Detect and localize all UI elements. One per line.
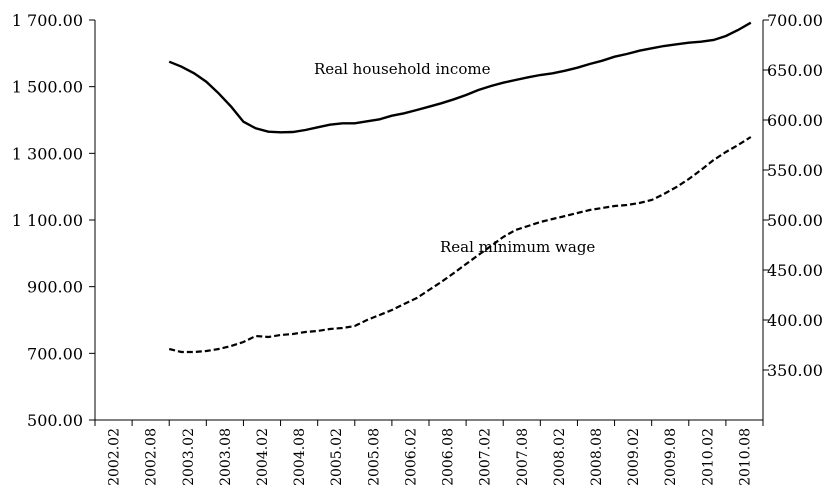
x-tick-label: 2003.08 [218,428,234,486]
left-tick-label: 1 100.00 [12,211,83,230]
x-tick-label: 2005.02 [329,428,345,486]
left-tick-label: 1 300.00 [12,144,83,163]
right-tick-label: 500.00 [767,211,823,230]
left-tick-label: 900.00 [27,278,83,297]
left-tick-label: 1 700.00 [12,11,83,30]
left-tick-label: 700.00 [27,344,83,363]
x-tick-label: 2009.08 [663,428,679,486]
x-tick-label: 2004.02 [255,428,271,486]
left-y-axis: 500.00 700.00 900.00 1 100.00 1 300.00 1 500.… [12,11,96,430]
x-tick-label: 2008.02 [552,428,568,486]
x-axis: 2002.02 2002.08 2003.02 2003.08 2004.02 2004.… [94,419,764,486]
right-tick-label: 650.00 [767,61,823,80]
series-layer [168,21,752,354]
right-tick-label: 350.00 [767,361,823,380]
x-tick-label: 2006.02 [403,428,419,486]
x-tick-label: 2010.02 [700,428,716,486]
series-line-real-household-income [168,21,752,134]
x-tick-label: 2003.02 [181,428,197,486]
x-tick-label: 2007.02 [478,428,494,486]
series-line-real-minimum-wage [168,136,752,354]
left-tick-label: 1 500.00 [12,78,83,97]
right-tick-label: 550.00 [767,161,823,180]
series-label-real-household-income: Real household income [314,60,491,78]
x-tick-label: 2004.08 [292,428,308,486]
left-tick-label: 500.00 [27,411,83,430]
x-tick-label: 2010.08 [737,428,753,486]
x-tick-label: 2009.02 [626,428,642,486]
right-tick-label: 700.00 [767,11,823,30]
right-tick-label: 600.00 [767,111,823,130]
right-tick-label: 400.00 [767,311,823,330]
right-y-axis: 350.00 400.00 450.00 500.00 550.00 600.00 650.… [762,11,823,420]
x-tick-label: 2002.02 [107,428,123,486]
x-tick-label: 2007.08 [515,428,531,486]
right-tick-label: 450.00 [767,261,823,280]
x-tick-label: 2002.08 [144,428,160,486]
x-tick-label: 2006.08 [441,428,457,486]
x-tick-label: 2005.08 [366,428,382,486]
series-label-real-minimum-wage: Real minimum wage [440,238,595,256]
x-tick-label: 2008.08 [589,428,605,486]
